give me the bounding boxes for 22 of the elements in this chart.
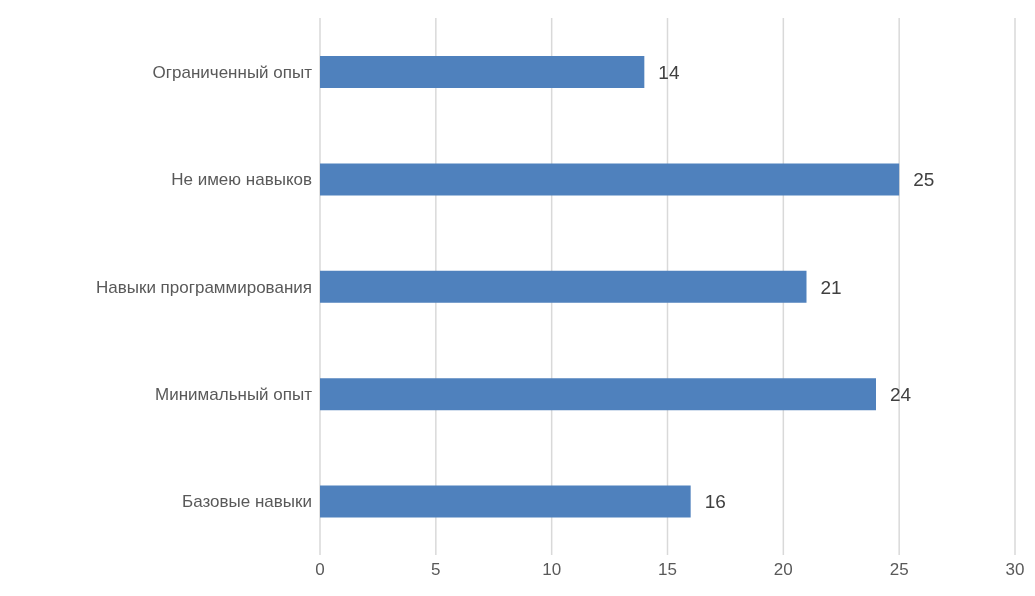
x-tick-label: 25: [889, 560, 909, 580]
data-label: 21: [820, 276, 842, 298]
y-tick-label: Базовые навыки: [182, 492, 312, 512]
bar: [320, 378, 876, 411]
bar: [320, 270, 807, 303]
data-label: 24: [890, 383, 912, 405]
y-tick-label: Минимальный опыт: [155, 384, 313, 404]
x-tick-label: 15: [658, 560, 677, 580]
x-tick-label: 20: [773, 560, 793, 580]
bar: [320, 56, 645, 88]
y-tick-label: Навыки программирования: [95, 277, 312, 297]
x-tick-label: 30: [1005, 560, 1025, 580]
bar: [320, 485, 691, 518]
y-tick-label: Ограниченный опыт: [152, 62, 313, 82]
data-label: 16: [704, 491, 726, 513]
data-label: 14: [658, 61, 680, 83]
x-tick-label: 5: [431, 560, 441, 580]
data-label: 25: [913, 169, 935, 191]
bar: [320, 163, 900, 196]
x-tick-label: 10: [542, 560, 562, 580]
y-tick-label: Не имею навыков: [171, 170, 312, 190]
x-tick-label: 0: [315, 560, 325, 580]
